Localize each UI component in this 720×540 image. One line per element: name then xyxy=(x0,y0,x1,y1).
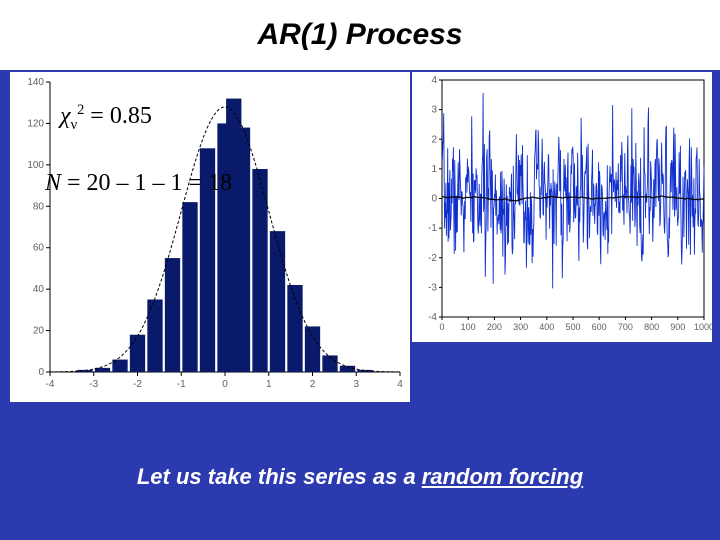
svg-text:0: 0 xyxy=(38,367,44,378)
chi2-equation: χν2 = 0.85 xyxy=(60,102,152,134)
caption-underlined: random forcing xyxy=(422,464,583,489)
svg-text:3: 3 xyxy=(353,379,359,390)
caption-lead: Let us take this series as a xyxy=(137,464,422,489)
chi-subscript: ν xyxy=(71,117,78,133)
histogram-panel: 020406080100120140-4-3-2-101234 χν2 = 0.… xyxy=(10,72,410,402)
svg-text:900: 900 xyxy=(670,322,685,332)
svg-text:80: 80 xyxy=(33,201,45,212)
n-equation: N = 20 – 1 – 1 = 18 xyxy=(45,170,232,197)
svg-text:3: 3 xyxy=(431,105,437,116)
svg-text:2: 2 xyxy=(310,379,316,390)
svg-text:-2: -2 xyxy=(428,253,437,264)
svg-text:-3: -3 xyxy=(428,282,437,293)
svg-text:0: 0 xyxy=(439,322,444,332)
svg-text:140: 140 xyxy=(27,77,44,88)
svg-text:100: 100 xyxy=(27,160,44,171)
svg-text:60: 60 xyxy=(33,243,45,254)
svg-text:-1: -1 xyxy=(428,223,437,234)
svg-text:-4: -4 xyxy=(428,312,437,323)
timeseries-chart: -4 -3 -2 -1 0 1 2 3 4 0 100 200 300 400 500 600 700 800 90… xyxy=(412,72,712,342)
svg-text:600: 600 xyxy=(592,322,607,332)
svg-text:700: 700 xyxy=(618,322,633,332)
svg-text:4: 4 xyxy=(431,75,437,86)
svg-text:200: 200 xyxy=(487,322,502,332)
svg-text:120: 120 xyxy=(27,118,44,129)
timeseries-panel: -4 -3 -2 -1 0 1 2 3 4 0 100 200 300 400 500 600 700 800 90… xyxy=(412,72,712,342)
slide-title: AR(1) Process xyxy=(257,18,462,52)
n-symbol: N xyxy=(45,170,61,196)
svg-text:300: 300 xyxy=(513,322,528,332)
chi2-value: = 0.85 xyxy=(90,103,152,129)
svg-text:-3: -3 xyxy=(89,379,98,390)
svg-text:4: 4 xyxy=(397,379,403,390)
svg-text:1: 1 xyxy=(266,379,272,390)
n-expr: = 20 – 1 – 1 = 18 xyxy=(61,170,232,196)
svg-text:500: 500 xyxy=(565,322,580,332)
chi-superscript: 2 xyxy=(77,102,84,118)
svg-text:1000: 1000 xyxy=(694,322,712,332)
svg-text:-1: -1 xyxy=(177,379,186,390)
svg-text:2: 2 xyxy=(431,134,437,145)
svg-text:0: 0 xyxy=(431,194,437,205)
svg-text:20: 20 xyxy=(33,326,45,337)
svg-text:400: 400 xyxy=(539,322,554,332)
chi-symbol: χ xyxy=(60,103,71,129)
svg-text:800: 800 xyxy=(644,322,659,332)
header-bar: AR(1) Process xyxy=(0,0,720,70)
slide-caption: Let us take this series as a random forc… xyxy=(0,464,720,490)
svg-text:1: 1 xyxy=(431,164,437,175)
slide-root: AR(1) Process 020406080100120140-4-3-2-1… xyxy=(0,0,720,540)
svg-text:40: 40 xyxy=(33,284,45,295)
svg-text:-2: -2 xyxy=(133,379,142,390)
svg-text:100: 100 xyxy=(461,322,476,332)
svg-text:-4: -4 xyxy=(46,379,55,390)
svg-text:0: 0 xyxy=(222,379,228,390)
